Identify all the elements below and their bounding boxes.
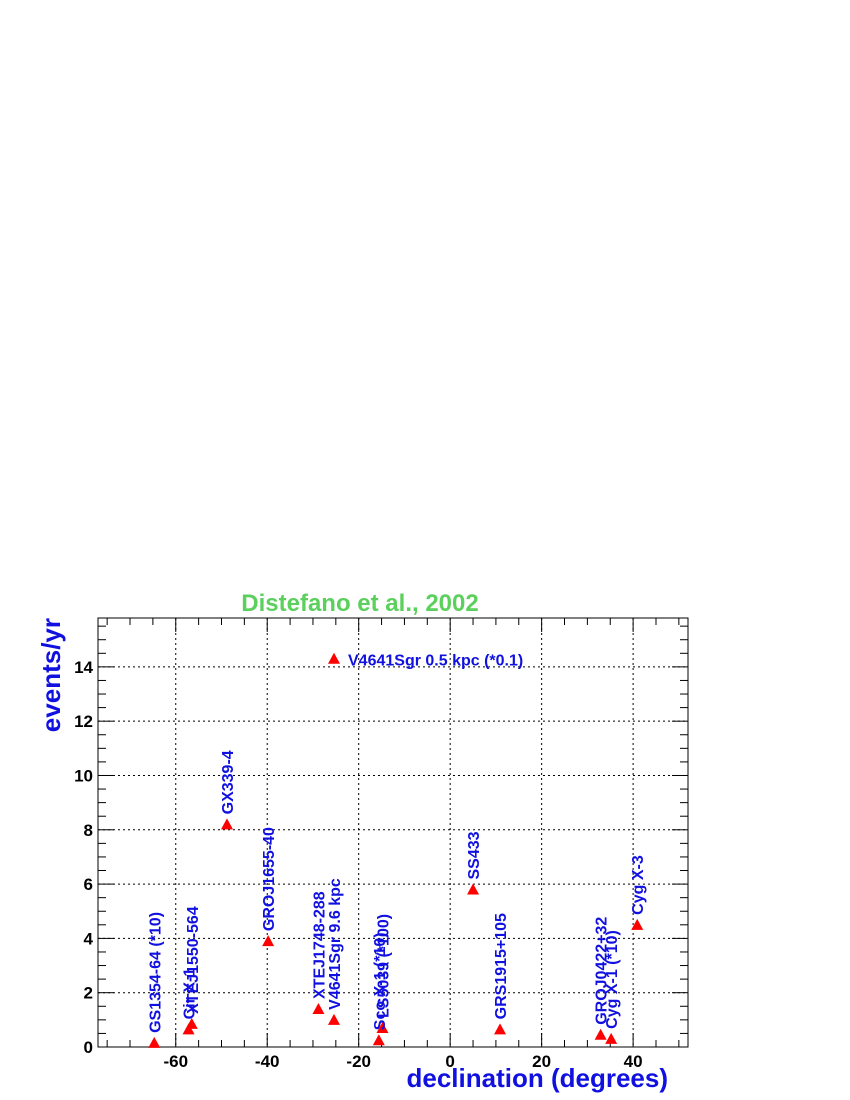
point-label: SS433 [466, 831, 483, 879]
y-tick-label: 8 [84, 821, 93, 840]
data-point-marker [494, 1023, 507, 1035]
data-point-marker [220, 818, 233, 830]
data-point-marker [605, 1032, 618, 1044]
point-label: GROJ1655-40 [261, 827, 278, 931]
x-tick-label: -40 [255, 1052, 280, 1071]
y-tick-labels: 0 2 4 6 8 10 12 14 [74, 658, 93, 1057]
data-point-marker [312, 1002, 325, 1014]
y-tick-label: 14 [74, 658, 93, 677]
point-label: GX339-4 [220, 750, 237, 814]
x-tick-label: 20 [532, 1052, 551, 1071]
data-point-marker [376, 1021, 389, 1033]
point-label: LS5039 (*100) [375, 914, 392, 1018]
point-label: XTEJ1748-288 [311, 891, 328, 999]
point-label: Cyg X-1 (*10) [604, 930, 621, 1029]
data-point-marker [148, 1036, 161, 1048]
data-point-marker [262, 935, 275, 947]
point-label: GRS1915+105 [493, 913, 510, 1019]
point-label: V4641Sgr 0.5 kpc (*0.1) [348, 653, 523, 670]
data-point-marker [185, 1017, 198, 1029]
point-label: GS1354-64 (*10) [147, 912, 164, 1033]
y-tick-label: 6 [84, 875, 93, 894]
point-label: Cyg X-3 [630, 855, 647, 915]
data-point-marker [328, 1013, 340, 1025]
data-point-marker [328, 652, 340, 664]
data-points [148, 652, 644, 1048]
y-axis-title: events/yr [36, 618, 66, 732]
data-point-marker [631, 918, 644, 930]
y-tick-label: 12 [74, 712, 93, 731]
x-tick-label: -20 [346, 1052, 371, 1071]
x-tick-label: 40 [624, 1052, 643, 1071]
grid-lines [98, 618, 688, 1047]
x-tick-labels: -60 -40 -20 0 20 40 [163, 1052, 642, 1071]
data-point-marker [594, 1028, 607, 1040]
y-tick-label: 10 [74, 766, 93, 785]
x-axis-title: declination (degrees) [407, 1063, 669, 1093]
data-point-marker [467, 883, 480, 895]
chart-title: Distefano et al., 2002 [241, 590, 478, 617]
point-label: V4641Sgr 9.6 kpc [327, 878, 344, 1010]
y-tick-label: 2 [84, 984, 93, 1003]
point-label: Cir X-1 [182, 968, 199, 1020]
point-label: Sco X-1 (*10) [372, 932, 389, 1030]
plot-frame [97, 617, 689, 1048]
y-tick-label: 0 [84, 1038, 93, 1057]
point-label: XTEJ1550-564 [185, 906, 202, 1014]
y-tick-label: 4 [84, 929, 94, 948]
x-tick-label: -60 [163, 1052, 188, 1071]
x-tick-label: 0 [445, 1052, 454, 1071]
data-point-marker [372, 1034, 385, 1046]
point-label: GROJ0422+32 [594, 917, 611, 1025]
